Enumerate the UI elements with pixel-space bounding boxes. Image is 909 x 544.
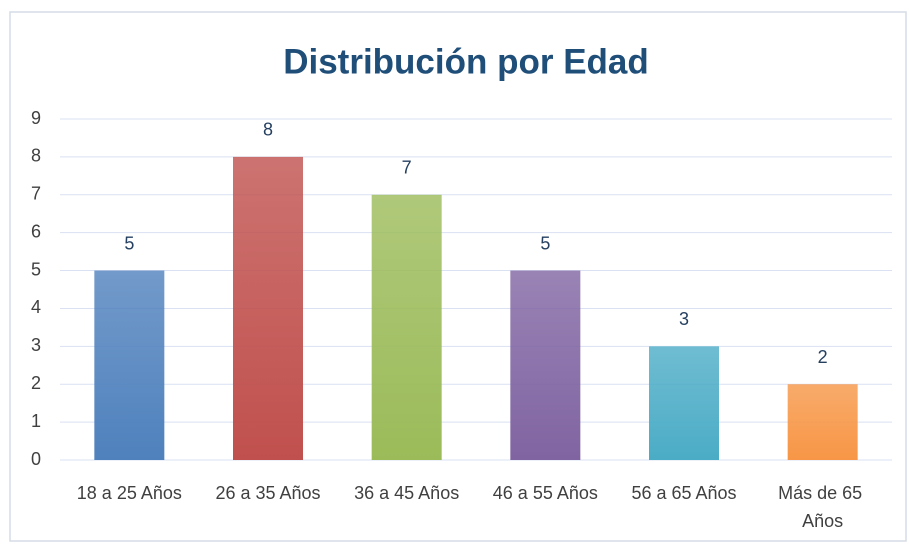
data-label: 5 — [540, 233, 550, 253]
bar — [233, 156, 303, 460]
y-tick-label: 1 — [31, 411, 41, 431]
y-tick-label: 4 — [31, 297, 41, 317]
bar — [649, 346, 719, 460]
data-label: 2 — [818, 347, 828, 367]
bar — [94, 270, 165, 460]
data-label: 8 — [263, 120, 273, 140]
y-tick-label: 6 — [31, 221, 41, 241]
x-tick-label: 56 a 65 Años — [631, 483, 736, 503]
y-tick-label: 3 — [31, 335, 41, 355]
bar — [371, 194, 442, 460]
y-tick-label: 9 — [31, 108, 41, 128]
data-label: 3 — [679, 309, 689, 329]
y-tick-label: 5 — [31, 259, 41, 279]
y-tick-label: 0 — [31, 449, 41, 469]
x-tick-label: 46 a 55 Años — [493, 483, 598, 503]
chart-title: Distribución por Edad — [283, 42, 649, 81]
bar — [787, 384, 858, 460]
data-label: 5 — [124, 233, 134, 253]
y-tick-label: 8 — [31, 146, 41, 166]
x-tick-label: 18 a 25 Años — [77, 483, 182, 503]
y-tick-label: 7 — [31, 184, 41, 204]
data-label: 7 — [402, 158, 412, 178]
bar — [510, 270, 581, 460]
y-tick-label: 2 — [31, 373, 41, 393]
x-tick-label: 26 a 35 Años — [215, 483, 320, 503]
x-tick-label: Más de 65 Años — [778, 483, 867, 531]
x-tick-label: 36 a 45 Años — [354, 483, 459, 503]
